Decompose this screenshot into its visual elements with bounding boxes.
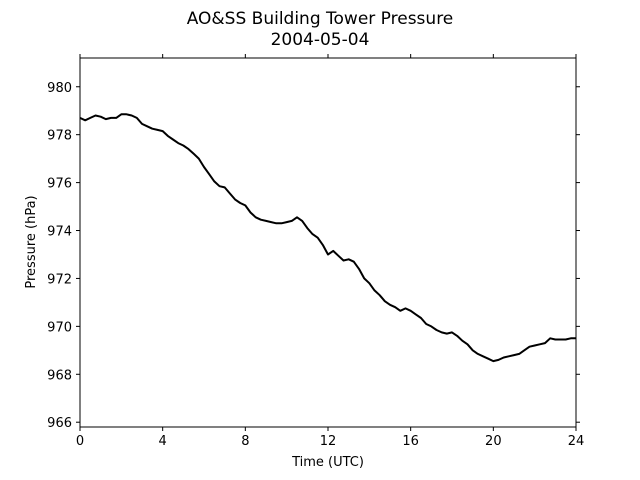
x-tick-label-6: 24: [568, 434, 585, 449]
x-tick-label-3: 12: [320, 434, 337, 449]
y-tick-label-1: 968: [47, 368, 72, 383]
y-tick-label-6: 978: [47, 129, 72, 144]
y-axis-label: Pressure (hPa): [24, 195, 39, 288]
y-tick-label-0: 966: [47, 416, 72, 431]
chart-title: AO&SS Building Tower Pressure: [187, 9, 454, 29]
x-tick-label-0: 0: [76, 434, 84, 449]
chart-subtitle: 2004-05-04: [271, 30, 370, 50]
x-axis-label: Time (UTC): [291, 455, 364, 470]
x-tick-label-4: 16: [402, 434, 419, 449]
y-tick-label-5: 976: [47, 177, 72, 192]
x-tick-label-2: 8: [241, 434, 249, 449]
y-tick-label-3: 972: [47, 272, 72, 287]
x-axis-ticks: 0 4 8 12 16 20 24: [76, 54, 584, 449]
y-tick-label-4: 974: [47, 225, 72, 240]
plot-frame: [79, 57, 577, 428]
y-tick-label-7: 980: [47, 81, 72, 96]
x-tick-label-5: 20: [485, 434, 502, 449]
x-tick-label-1: 4: [159, 434, 167, 449]
pressure-series-line: [79, 113, 576, 363]
y-axis-ticks: 966 968 970 972 974 976 978 980: [47, 81, 580, 431]
y-tick-label-2: 970: [47, 320, 72, 335]
